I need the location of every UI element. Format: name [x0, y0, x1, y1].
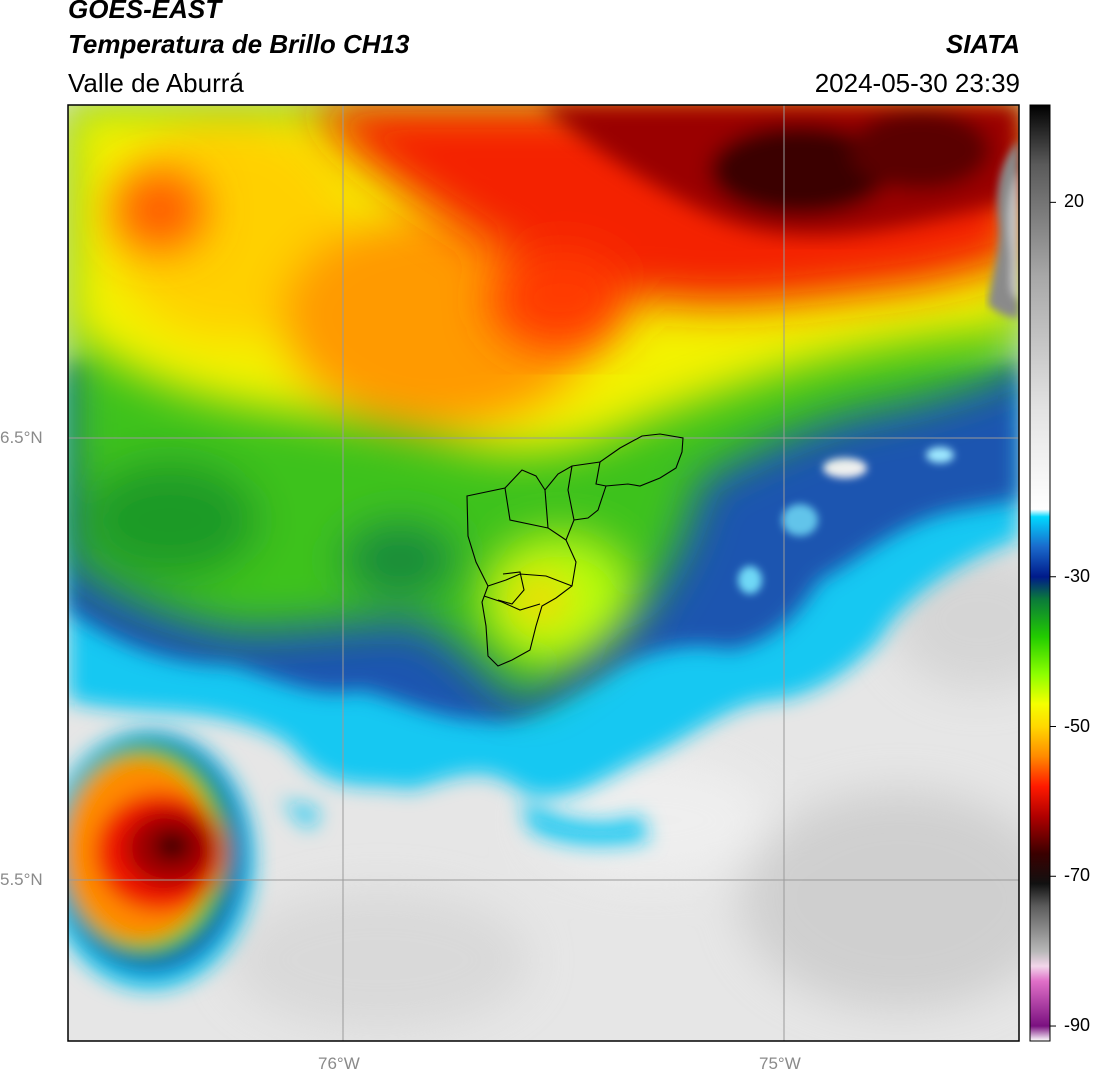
colorbar	[1029, 104, 1056, 1042]
colorbar-gradient	[1030, 105, 1050, 1041]
satellite-title: GOES-EAST	[68, 0, 222, 24]
municipality-border-6	[497, 571, 525, 605]
lat-tick-label: 5.5°N	[0, 870, 43, 889]
colorbar-frame	[1029, 104, 1051, 1042]
region-subtitle: Valle de Aburrá	[68, 68, 244, 98]
graticule	[68, 105, 1019, 1041]
colorbar-tick-label: 20	[1064, 191, 1085, 212]
product-title: Temperatura de Brillo CH13	[68, 29, 410, 59]
cold-cloud-holes	[738, 447, 954, 594]
lon-tick-label: 76°W	[318, 1054, 360, 1073]
municipality-border-7	[483, 595, 541, 611]
plot-frame	[67, 104, 1020, 1042]
colorbar-tick-label: -50	[1064, 715, 1091, 736]
colorbar-tick-label: -90	[1064, 1015, 1091, 1036]
lat-tick-label: 6.5°N	[0, 428, 43, 447]
lon-tick-label: 75°W	[759, 1054, 801, 1073]
municipality-outlines	[466, 433, 684, 667]
colorbar-tick-label: -70	[1064, 865, 1091, 886]
municipality-border-3	[595, 461, 607, 487]
municipality-border-2	[567, 465, 575, 521]
colorbar-tick-label: -30	[1064, 565, 1091, 586]
organization-label: SIATA	[945, 29, 1020, 59]
timestamp-label: 2024-05-30 23:39	[814, 68, 1020, 98]
imagery-layer	[68, 105, 1019, 1041]
municipality-border-4	[504, 487, 549, 529]
